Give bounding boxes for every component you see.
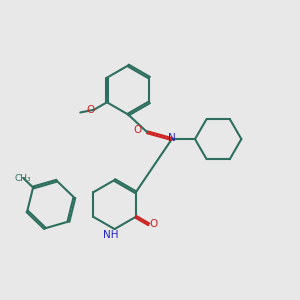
Text: O: O bbox=[134, 125, 142, 135]
Text: NH: NH bbox=[103, 230, 118, 239]
Text: O: O bbox=[86, 105, 95, 115]
Text: O: O bbox=[150, 219, 158, 229]
Text: N: N bbox=[168, 133, 176, 143]
Text: CH₃: CH₃ bbox=[15, 174, 31, 183]
